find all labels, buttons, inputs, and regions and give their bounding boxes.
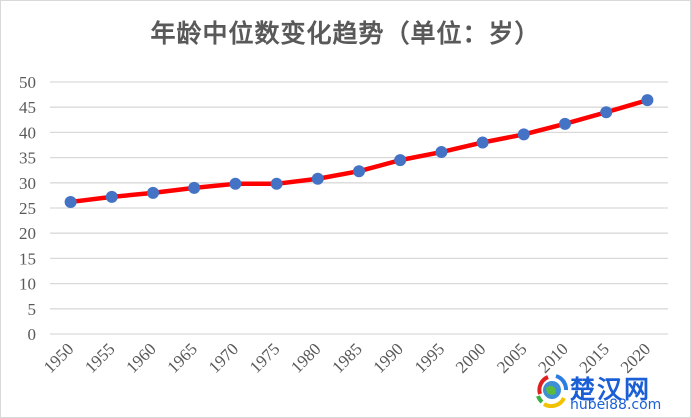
- data-point-marker: [105, 190, 118, 203]
- data-point-marker: [147, 186, 159, 199]
- chart-title: 年龄中位数变化趋势（单位：岁）: [150, 19, 541, 48]
- data-point-marker: [188, 181, 201, 194]
- data-point-marker: [476, 136, 489, 149]
- y-tick-label: 5: [28, 300, 37, 319]
- x-tick-label: 2005: [493, 339, 530, 376]
- data-point-marker: [229, 177, 242, 190]
- y-tick-label: 50: [19, 73, 36, 92]
- x-tick-label: 1960: [122, 339, 159, 376]
- data-point-marker: [517, 128, 530, 141]
- y-tick-label: 20: [19, 224, 36, 243]
- watermark-url-text: hubei88.com: [570, 397, 662, 413]
- data-point-marker: [64, 195, 77, 208]
- y-tick-label: 30: [19, 174, 36, 193]
- data-point-marker: [394, 154, 407, 167]
- x-tick-label: 1985: [328, 339, 365, 376]
- x-tick-label: 1950: [40, 339, 77, 376]
- data-point-marker: [353, 165, 365, 178]
- y-tick-label: 0: [28, 325, 37, 344]
- x-tick-label: 1990: [370, 339, 407, 376]
- x-tick-label: 1975: [246, 339, 283, 376]
- y-tick-label: 25: [19, 199, 36, 218]
- x-tick-label: 1955: [81, 339, 118, 376]
- data-point-marker: [641, 94, 654, 107]
- globe-logo-icon: [536, 374, 568, 408]
- y-tick-label: 15: [19, 249, 36, 268]
- data-point-marker: [600, 106, 613, 119]
- data-line: [68, 97, 650, 205]
- y-tick-label: 40: [19, 123, 36, 142]
- x-tick-label: 1965: [164, 339, 201, 376]
- y-tick-label: 10: [19, 275, 36, 294]
- data-point-marker: [559, 117, 571, 130]
- data-markers: [64, 94, 654, 208]
- data-point-marker: [270, 177, 283, 190]
- data-point-marker: [311, 172, 324, 185]
- watermark: 楚汉网 hubei88.com: [530, 368, 690, 416]
- y-tick-label: 35: [19, 149, 36, 168]
- watermark-cn-text: 楚汉网: [570, 375, 652, 404]
- x-tick-label: 1970: [205, 339, 242, 376]
- x-tick-label: 2000: [452, 339, 489, 376]
- y-axis-ticks: 0 5 10 15 20 25 30 35 40 45 50: [19, 73, 36, 344]
- x-tick-label: 1995: [411, 339, 448, 376]
- x-tick-label: 1980: [287, 339, 324, 376]
- gridlines: [50, 81, 668, 335]
- data-point-marker: [435, 146, 448, 159]
- y-tick-label: 45: [19, 98, 36, 117]
